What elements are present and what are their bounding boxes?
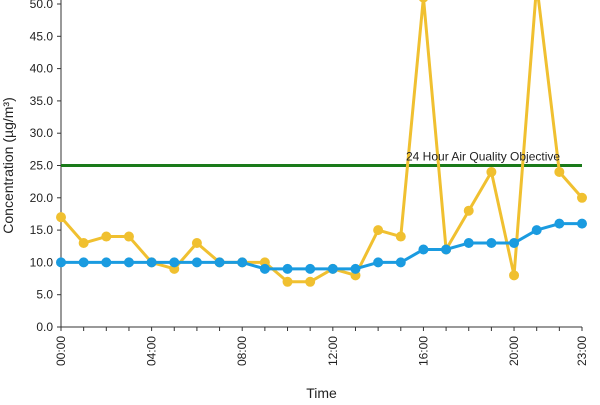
data-point: [237, 257, 248, 268]
data-point: [373, 257, 384, 268]
y-tick-label: 40.0: [30, 62, 54, 76]
data-point: [554, 218, 565, 229]
x-axis-title: Time: [306, 385, 337, 400]
axes: [60, 0, 582, 328]
data-point: [531, 225, 542, 236]
data-point: [123, 257, 134, 268]
data-point: [282, 263, 293, 274]
data-point: [463, 205, 474, 216]
y-tick-label: 15.0: [30, 223, 54, 237]
x-tick-label: 20:00: [507, 336, 521, 366]
data-point: [509, 270, 520, 281]
y-tick-label: 20.0: [30, 191, 54, 205]
y-tick-label: 10.0: [30, 255, 54, 269]
data-point: [78, 257, 89, 268]
data-point: [56, 257, 66, 268]
y-tick-label: 0.0: [36, 320, 53, 334]
x-tick-label: 00:00: [54, 336, 68, 366]
data-point: [305, 276, 316, 287]
data-point: [395, 231, 406, 242]
reference-line-label: 24 Hour Air Quality Objective: [406, 150, 560, 164]
series-2: [56, 218, 587, 274]
y-tick-label: 35.0: [30, 94, 54, 108]
y-tick-label: 50.0: [30, 0, 54, 11]
data-point: [78, 238, 89, 249]
data-point: [191, 257, 202, 268]
x-tick-label: 08:00: [235, 336, 249, 366]
data-point: [123, 231, 134, 242]
x-tick-label: 12:00: [326, 336, 340, 366]
data-point: [101, 257, 112, 268]
y-tick-label: 30.0: [30, 126, 54, 140]
data-point: [191, 238, 202, 249]
y-tick-label: 45.0: [30, 29, 54, 43]
data-point: [146, 257, 157, 268]
series-line: [59, 0, 584, 284]
data-point: [486, 166, 497, 177]
data-point: [509, 238, 520, 249]
data-point: [169, 257, 180, 268]
data-point: [350, 263, 361, 274]
data-point: [305, 263, 316, 274]
data-point: [56, 212, 66, 223]
data-point: [577, 218, 587, 229]
data-point: [463, 238, 474, 249]
data-point: [282, 276, 293, 287]
x-axis-ticks: 00:00 04:00 08:00 12:00 16:00 20:00 23:00: [54, 327, 589, 366]
data-point: [327, 263, 338, 274]
data-point: [214, 257, 225, 268]
x-tick-label: 16:00: [416, 336, 430, 366]
data-point: [554, 166, 565, 177]
data-point: [486, 238, 497, 249]
series-group: [56, 0, 587, 287]
data-point: [577, 192, 587, 203]
y-axis-ticks: 0.0 5.0 10.0 15.0 20.0 25.0 30.0 35.0 40.0 45.0 50…: [30, 0, 61, 334]
y-axis-title: Concentration (µg/m³): [0, 97, 16, 233]
y-tick-label: 25.0: [30, 159, 54, 173]
y-tick-label: 5.0: [36, 288, 53, 302]
data-point: [418, 244, 429, 255]
data-point: [373, 225, 384, 236]
data-point: [101, 231, 112, 242]
data-point: [395, 257, 406, 268]
x-tick-label: 23:00: [575, 336, 589, 366]
data-point: [441, 244, 452, 255]
data-point: [259, 263, 270, 274]
x-tick-label: 04:00: [145, 336, 159, 366]
data-point: [419, 0, 428, 3]
